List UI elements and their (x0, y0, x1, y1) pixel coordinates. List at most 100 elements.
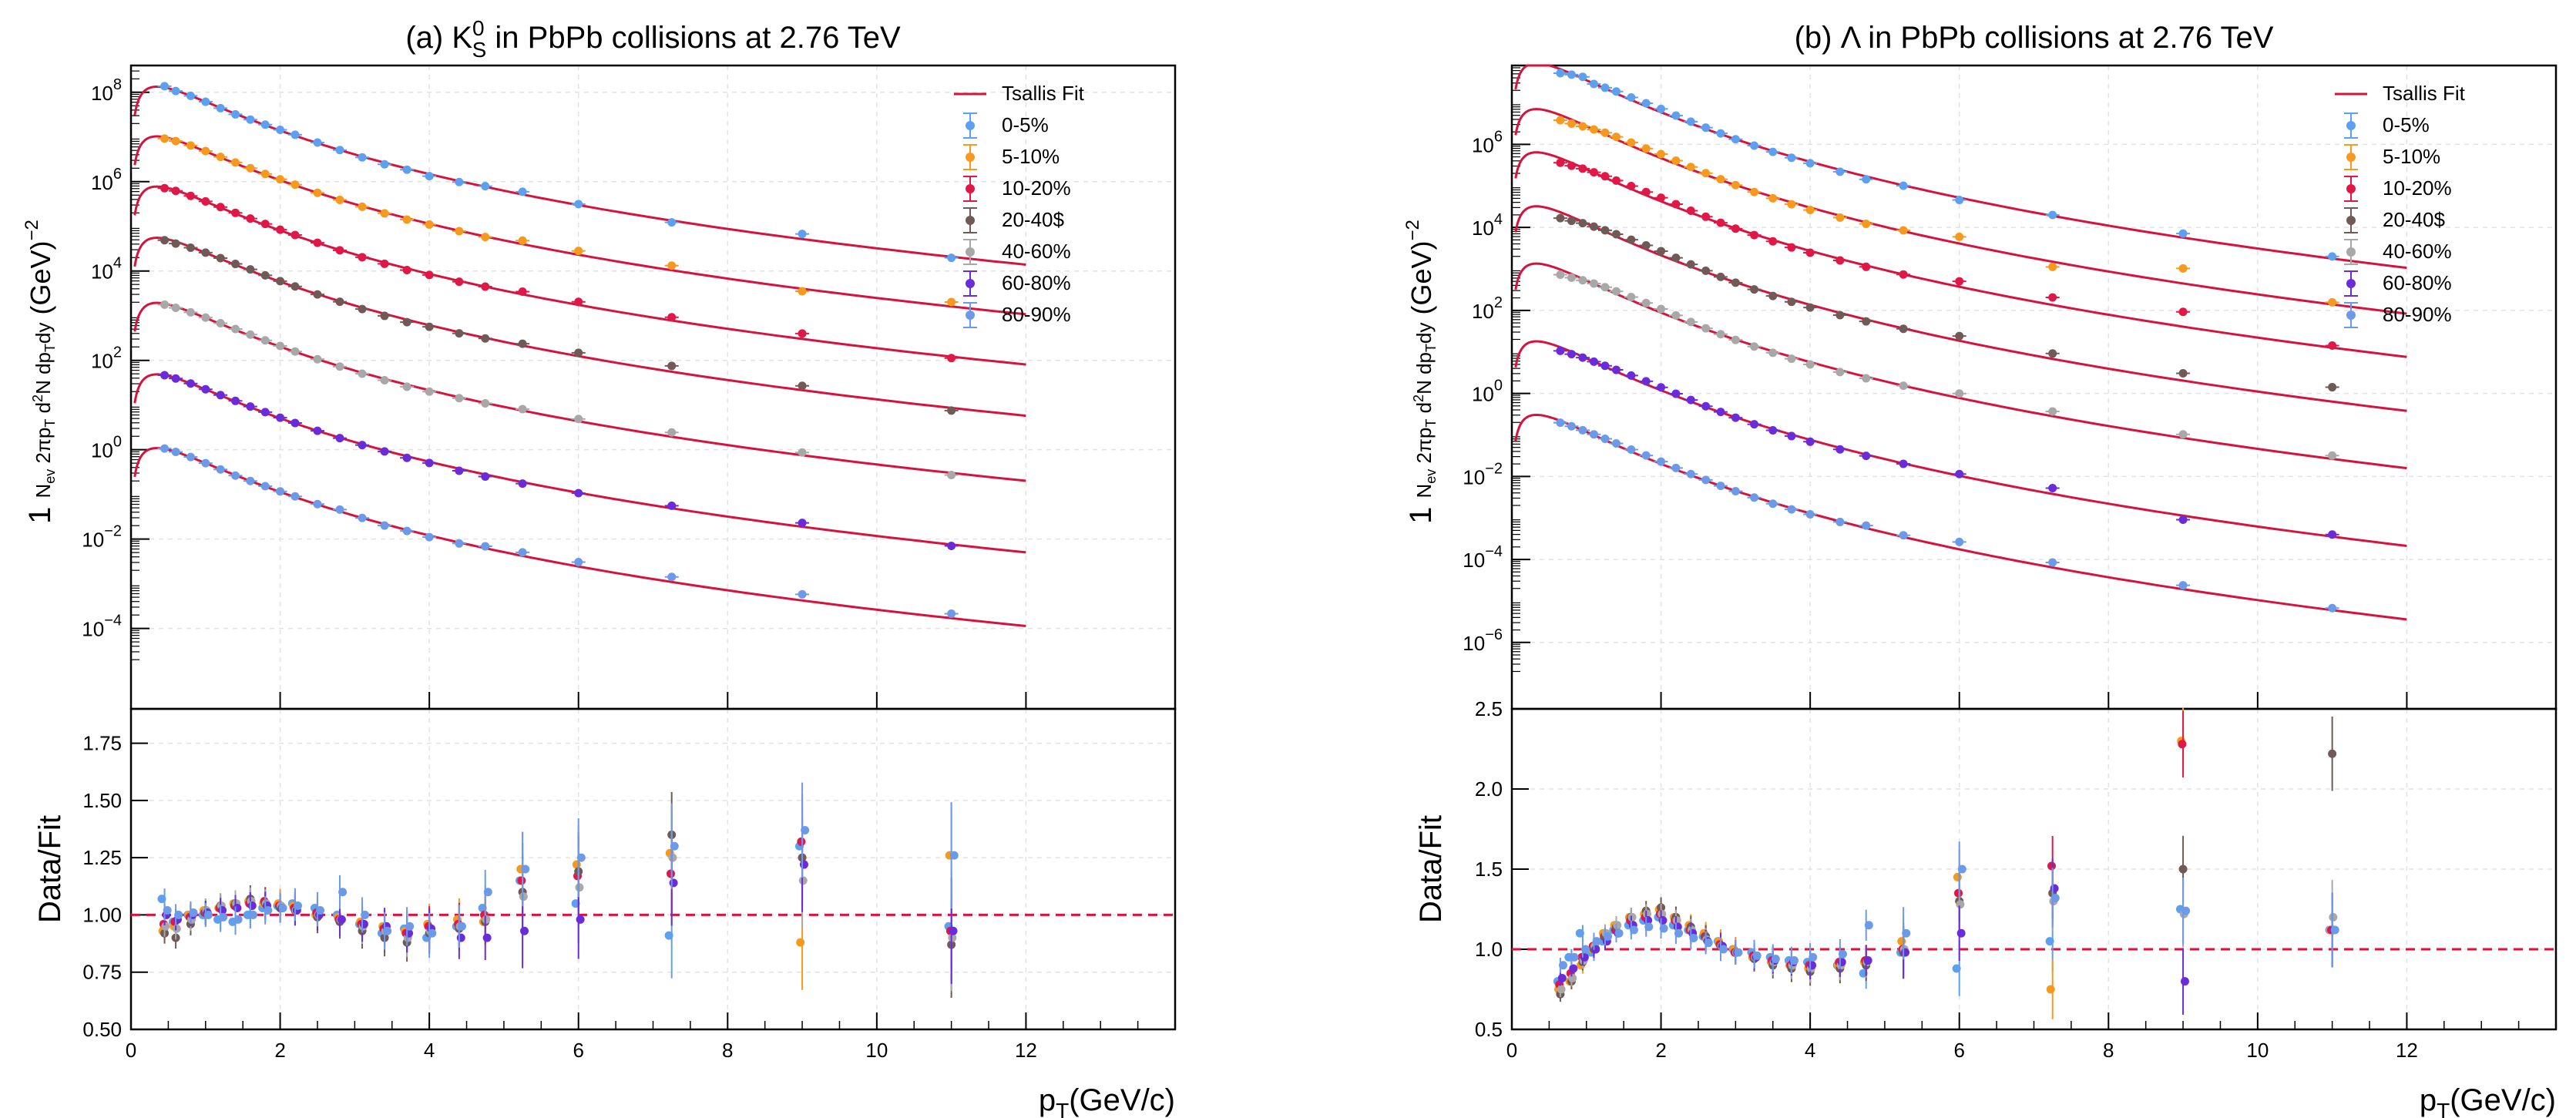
data-point (1701, 212, 1711, 221)
data-point (425, 322, 434, 331)
data-point (1768, 291, 1778, 300)
legend-label: 20-40$ (1002, 208, 1064, 231)
data-point (335, 362, 344, 371)
data-point (1578, 164, 1587, 173)
data-point (1612, 176, 1620, 185)
data-point (335, 146, 344, 155)
data-point (667, 218, 677, 227)
data-point (186, 91, 195, 100)
x-tick-label: 0 (126, 1039, 136, 1062)
data-point (1578, 353, 1587, 362)
data-point (455, 227, 464, 236)
data-point (1835, 368, 1845, 377)
ratio-tick-label: 0.5 (1475, 1018, 1503, 1041)
ratio-point (1864, 921, 1873, 930)
data-point (1731, 224, 1740, 233)
data-point (358, 202, 367, 211)
data-point (1899, 181, 1908, 190)
data-point (313, 290, 322, 299)
data-point (231, 208, 240, 217)
data-point (171, 447, 180, 456)
data-point (1805, 159, 1815, 168)
ratio-point (2328, 749, 2337, 758)
legend-label: 10-20% (2383, 176, 2452, 200)
ratio-point (1569, 964, 1578, 973)
data-point (1835, 256, 1845, 265)
data-point (1805, 509, 1815, 519)
fit-curve (1514, 151, 2407, 358)
data-point (171, 86, 180, 96)
data-point (455, 329, 464, 338)
legend-swatch (966, 247, 975, 257)
data-point (2178, 515, 2188, 524)
y-tick-label: 106 (91, 166, 122, 194)
data-point (313, 354, 322, 364)
data-point (1567, 161, 1576, 170)
data-point (335, 434, 344, 443)
ratio-point (457, 922, 466, 931)
y-tick-label: 100 (1472, 378, 1503, 406)
data-point (1556, 69, 1565, 78)
data-point (1716, 482, 1725, 491)
data-point (1641, 377, 1651, 386)
data-point (358, 513, 367, 522)
ratio-point (1863, 956, 1872, 965)
data-point (518, 339, 527, 348)
spectrum-axis-label: 1 Nev 2πpT d2N dpTdy (GeV)−2 (22, 220, 58, 524)
data-point (1671, 253, 1681, 263)
data-point (1612, 87, 1620, 96)
data-point (171, 186, 180, 196)
data-point (380, 521, 389, 530)
ratio-point (519, 892, 528, 901)
data-point (171, 374, 180, 383)
x-tick-label: 4 (1805, 1039, 1815, 1062)
data-point (2328, 383, 2337, 392)
data-point (481, 542, 490, 551)
data-point (1627, 235, 1636, 244)
data-point (1686, 317, 1695, 327)
fit-curve (1514, 340, 2407, 547)
ratio-point (1568, 973, 1577, 982)
data-point (1641, 187, 1651, 196)
data-point (1862, 175, 1871, 184)
legend-swatch (2346, 184, 2356, 193)
data-point (1600, 361, 1610, 371)
ratio-point (520, 926, 529, 935)
data-point (2178, 369, 2188, 378)
data-point (402, 526, 411, 535)
ratio-point (1704, 938, 1713, 948)
data-point (798, 287, 807, 296)
data-point (2048, 349, 2057, 358)
data-point (231, 109, 240, 119)
data-point (481, 233, 490, 242)
data-point (1567, 350, 1576, 359)
data-point (574, 297, 583, 307)
data-point (518, 236, 527, 245)
data-point (1556, 213, 1565, 223)
data-point (1600, 435, 1610, 444)
data-point (2328, 603, 2337, 613)
ratio-point (2329, 912, 2338, 922)
data-point (1686, 395, 1695, 405)
ratio-point (1658, 916, 1668, 925)
data-point (1686, 117, 1695, 126)
data-point (160, 300, 170, 309)
legend-swatch (2346, 279, 2356, 288)
fit-curve (133, 237, 1026, 418)
ratio-point (233, 915, 243, 924)
data-point (402, 165, 411, 174)
data-point (1716, 175, 1725, 184)
data-point (455, 277, 464, 287)
ratio-point (670, 841, 679, 851)
data-point (1627, 92, 1636, 102)
data-point (171, 303, 180, 312)
data-point (1567, 70, 1576, 79)
data-point (276, 277, 285, 286)
data-point (186, 379, 195, 388)
data-point (1578, 219, 1587, 228)
data-point (1556, 270, 1565, 280)
ratio-point (1752, 951, 1762, 960)
data-point (1578, 122, 1587, 131)
ratio-tick-label: 1.0 (1475, 938, 1503, 961)
